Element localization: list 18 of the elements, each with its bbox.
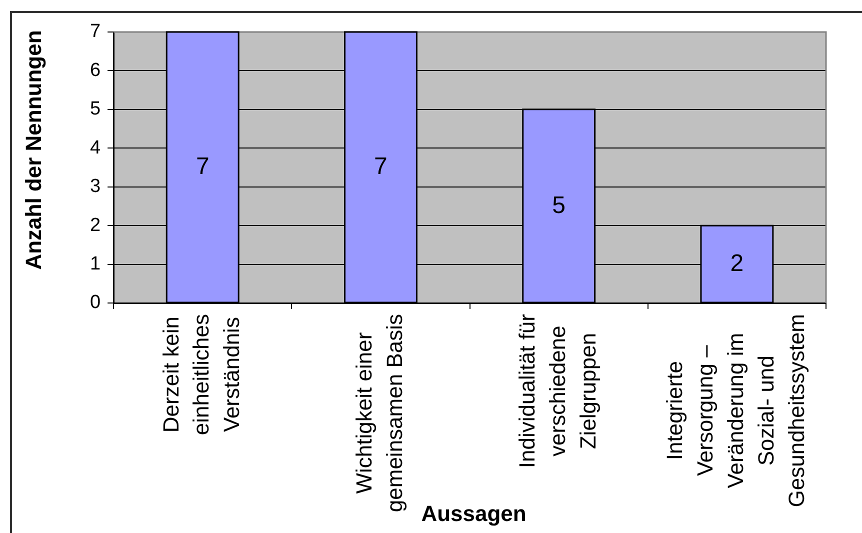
y-tick-label: 5 xyxy=(90,98,101,120)
y-tick-label: 6 xyxy=(90,60,101,81)
y-tick-label: 1 xyxy=(90,254,101,275)
y-tick-label: 7 xyxy=(90,21,101,42)
data-label: 2 xyxy=(730,250,744,277)
data-label: 5 xyxy=(552,192,566,219)
x-axis-title: Aussagen xyxy=(421,501,526,526)
data-label: 7 xyxy=(374,153,388,180)
x-tick-label: Individualität für verschiedene Zielgruppen xyxy=(514,314,600,468)
x-tick-label: Wichtigkeit einer gemeinsamen Basis xyxy=(352,314,407,512)
data-label: 7 xyxy=(196,153,210,180)
x-tick-label: Integrierte Versorgung – Veränderung im Sozial- und Gesundheitssystem xyxy=(662,314,809,508)
y-tick-label: 0 xyxy=(90,292,101,314)
y-tick-label: 4 xyxy=(90,137,101,158)
x-tick-label: Derzeit kein einheitliches Verständnis xyxy=(158,314,244,436)
y-axis-title: Anzahl der Nennungen xyxy=(21,30,46,270)
y-tick-label: 2 xyxy=(90,214,101,236)
y-tick-label: 3 xyxy=(90,176,101,198)
